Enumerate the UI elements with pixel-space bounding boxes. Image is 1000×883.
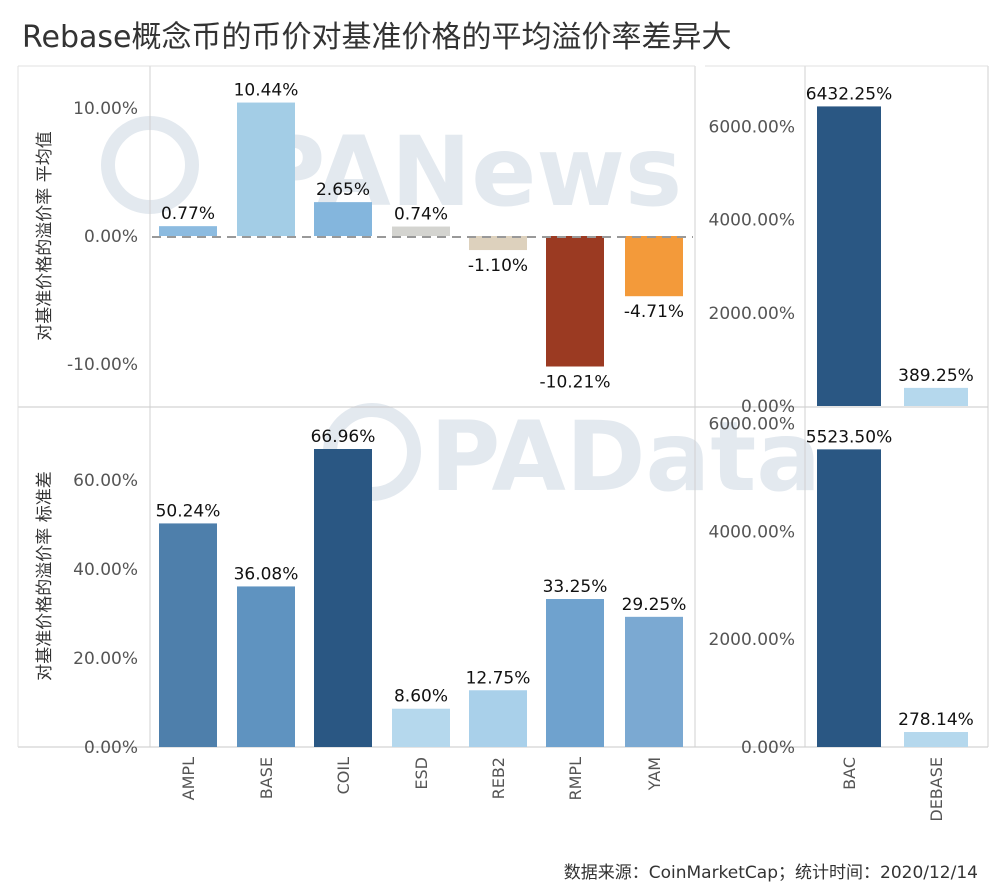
- bar-yam: [625, 236, 683, 297]
- bar-debase: [904, 732, 968, 747]
- y-tick-label: 2000.00%: [709, 630, 795, 650]
- y-tick-label: 0.00%: [84, 227, 138, 247]
- y-tick-label: 0.00%: [741, 397, 795, 417]
- bar-debase: [904, 387, 968, 406]
- bar-bac: [817, 449, 881, 747]
- bar-reb2: [469, 690, 527, 747]
- bar-rmpl: [546, 599, 604, 747]
- data-label-base: 10.44%: [234, 81, 299, 101]
- y-tick-label: 20.00%: [73, 649, 138, 669]
- y-tick-label: -10.00%: [67, 355, 138, 375]
- bar-coil: [314, 202, 372, 236]
- y-tick-label: 2000.00%: [709, 304, 795, 324]
- bar-rmpl: [546, 236, 604, 367]
- x-tick-label-debase: DEBASE: [927, 757, 946, 822]
- y-axis-title-mean: 对基准价格的溢价率 平均值: [35, 131, 55, 340]
- source-footer: 数据来源：CoinMarketCap；统计时间：2020/12/14: [563, 863, 978, 883]
- bar-base: [237, 586, 295, 747]
- y-tick-label: 40.00%: [73, 560, 138, 580]
- x-tick-label-ampl: AMPL: [179, 757, 198, 800]
- data-label-debase: 389.25%: [898, 366, 974, 386]
- data-label-reb2: 12.75%: [466, 668, 531, 688]
- data-label-esd: 8.60%: [394, 687, 448, 707]
- data-label-bac: 5523.50%: [806, 427, 892, 447]
- bar-esd: [392, 708, 450, 747]
- bar-bac: [817, 106, 881, 406]
- watermark-padata: PAData: [430, 401, 821, 513]
- bar-reb2: [469, 236, 527, 251]
- x-tick-label-rmpl: RMPL: [566, 757, 585, 801]
- data-label-yam: 29.25%: [622, 595, 687, 615]
- y-axis-title-std: 对基准价格的溢价率 标准差: [35, 471, 55, 680]
- y-tick-label: 6000.00%: [709, 118, 795, 138]
- data-label-coil: 66.96%: [311, 427, 376, 447]
- bar-coil: [314, 449, 372, 747]
- data-label-debase: 278.14%: [898, 710, 974, 730]
- y-tick-label: 4000.00%: [709, 522, 795, 542]
- y-tick-label: 4000.00%: [709, 211, 795, 231]
- y-tick-label: 0.00%: [741, 738, 795, 758]
- y-tick-label: 60.00%: [73, 471, 138, 491]
- data-label-base: 36.08%: [234, 564, 299, 584]
- data-label-yam: -4.71%: [624, 302, 684, 322]
- x-tick-label-yam: YAM: [645, 757, 664, 791]
- data-label-esd: 0.74%: [394, 205, 448, 225]
- bar-esd: [392, 226, 450, 236]
- y-tick-label: 6000.00%: [709, 415, 795, 435]
- data-label-bac: 6432.25%: [806, 84, 892, 104]
- y-tick-label: 0.00%: [84, 738, 138, 758]
- bar-yam: [625, 616, 683, 747]
- x-tick-label-coil: COIL: [334, 757, 353, 794]
- data-label-ampl: 0.77%: [161, 204, 215, 224]
- x-tick-label-bac: BAC: [840, 757, 859, 790]
- y-tick-label: 10.00%: [73, 99, 138, 119]
- bar-base: [237, 102, 295, 236]
- x-tick-label-esd: ESD: [412, 757, 431, 790]
- data-label-ampl: 50.24%: [156, 501, 221, 521]
- x-tick-label-base: BASE: [257, 757, 276, 799]
- data-label-rmpl: 33.25%: [543, 577, 608, 597]
- page-title: Rebase概念币的币价对基准价格的平均溢价率差异大: [22, 20, 732, 55]
- data-label-coil: 2.65%: [316, 180, 370, 200]
- data-label-rmpl: -10.21%: [540, 373, 611, 393]
- bar-ampl: [159, 226, 217, 236]
- plot-layer: 10.00% 0.00% -10.00% 0.77% 10.44% 2.65% 0.74% -…: [35, 81, 974, 822]
- data-label-reb2: -1.10%: [468, 256, 528, 276]
- bar-ampl: [159, 523, 217, 747]
- x-tick-label-reb2: REB2: [489, 757, 508, 799]
